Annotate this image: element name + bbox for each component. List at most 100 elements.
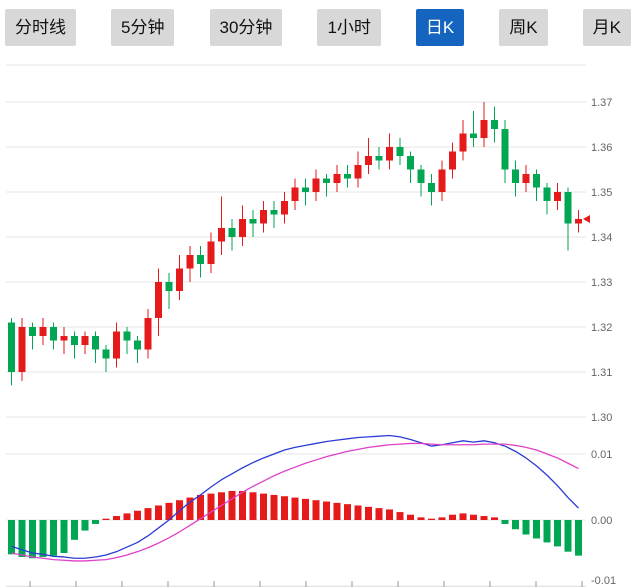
candle-body — [543, 187, 551, 201]
macd-histogram — [8, 490, 582, 559]
candle-body — [8, 322, 15, 372]
candle-body — [375, 156, 383, 161]
macd-bar — [260, 493, 267, 520]
macd-bar — [186, 497, 194, 520]
macd-bar — [522, 520, 530, 535]
macd-bar — [344, 504, 351, 520]
candle-body — [176, 268, 183, 291]
macd-bar — [554, 520, 561, 547]
macd-bar — [564, 520, 572, 552]
macd-bar — [123, 513, 131, 520]
candle-body — [71, 336, 78, 345]
candle-body — [60, 336, 68, 341]
tab-monthly-k[interactable]: 月K — [582, 8, 631, 46]
candle-body — [470, 133, 477, 138]
candle-body — [512, 169, 519, 183]
price-axis-label: 1.31 — [591, 367, 612, 379]
candle-body — [354, 165, 362, 179]
candle-body — [113, 331, 120, 359]
tab-5min[interactable]: 5分钟 — [111, 8, 175, 46]
candle-body — [491, 120, 498, 129]
candle-body — [438, 169, 446, 192]
macd-bar — [60, 520, 68, 553]
candle-body — [123, 331, 131, 341]
candle-body — [575, 219, 582, 224]
macd-bar — [480, 516, 488, 520]
candle-body — [323, 178, 330, 183]
tab-1hour[interactable]: 1小时 — [317, 8, 381, 46]
candle-body — [365, 156, 372, 165]
interval-toolbar: 分时线 5分钟 30分钟 1小时 日K 周K 月K — [0, 0, 636, 54]
macd-bar — [575, 520, 582, 556]
macd-axis-label: -0.01 — [591, 575, 616, 587]
candle-body — [18, 327, 26, 372]
candle-body — [417, 169, 425, 183]
macd-dea-line — [11, 442, 579, 562]
candle-body — [344, 174, 351, 179]
macd-bar — [333, 502, 341, 520]
macd-bar — [428, 518, 435, 520]
candle-body — [260, 210, 267, 224]
candle-body — [102, 349, 110, 359]
candle-body — [386, 147, 393, 161]
candle-body — [207, 241, 215, 264]
last-price-marker — [583, 215, 590, 223]
price-axis-label: 1.32 — [591, 322, 612, 334]
candle-body — [554, 192, 561, 201]
price-axis-label: 1.34 — [591, 232, 612, 244]
macd-bar — [491, 517, 498, 520]
macd-bar — [29, 520, 36, 559]
macd-bar — [291, 497, 299, 520]
macd-bar — [144, 508, 152, 520]
macd-bar — [8, 520, 15, 555]
macd-dif-line — [11, 434, 579, 559]
macd-bar — [281, 496, 288, 520]
candle-body — [218, 228, 225, 242]
macd-bar — [302, 498, 309, 520]
macd-bar — [312, 500, 320, 520]
candle-body — [333, 174, 341, 183]
macd-bar — [134, 510, 141, 520]
x-axis-ticks — [29, 581, 583, 587]
macd-bar — [207, 493, 215, 520]
candle-body — [533, 174, 540, 188]
candle-body — [39, 327, 47, 336]
axis-labels: 1.37 1.36 1.35 1.34 1.33 1.32 1.31 1.30 0.01 0.00… — [591, 97, 616, 587]
macd-bar — [18, 520, 26, 557]
macd-bar — [113, 516, 120, 520]
candle-body — [281, 201, 288, 215]
candle-body — [291, 187, 299, 201]
price-axis-label: 1.33 — [591, 277, 612, 289]
candle-body — [81, 336, 89, 345]
price-axis-label: 1.36 — [591, 142, 612, 154]
macd-bar — [249, 492, 257, 520]
candle-body — [396, 147, 404, 156]
tab-weekly-k[interactable]: 周K — [499, 8, 548, 46]
macd-bar — [396, 512, 404, 520]
candles-layer — [8, 102, 582, 386]
macd-bar — [407, 514, 414, 520]
candle-body — [239, 219, 246, 237]
macd-axis-label: 0.01 — [591, 449, 612, 461]
tab-timeline[interactable]: 分时线 — [5, 8, 76, 46]
macd-bar — [197, 494, 204, 520]
macd-bar — [50, 520, 57, 556]
macd-bar — [102, 518, 110, 520]
macd-bar — [386, 509, 393, 520]
price-axis-label: 1.30 — [591, 412, 612, 424]
candlestick-macd-chart[interactable]: 1.37 1.36 1.35 1.34 1.33 1.32 1.31 1.30 0.01 0.00… — [0, 54, 636, 588]
macd-bar — [165, 502, 173, 520]
macd-bar — [239, 490, 246, 520]
macd-bar — [92, 520, 99, 524]
candle-body — [564, 192, 572, 224]
candle-body — [428, 183, 435, 192]
macd-bar — [228, 490, 236, 520]
macd-bar — [417, 517, 425, 520]
macd-bar — [39, 520, 47, 557]
macd-bar — [71, 520, 78, 540]
macd-bar — [365, 506, 372, 520]
macd-bar — [81, 520, 89, 531]
tab-daily-k[interactable]: 日K — [415, 8, 465, 46]
tab-30min[interactable]: 30分钟 — [209, 8, 283, 46]
